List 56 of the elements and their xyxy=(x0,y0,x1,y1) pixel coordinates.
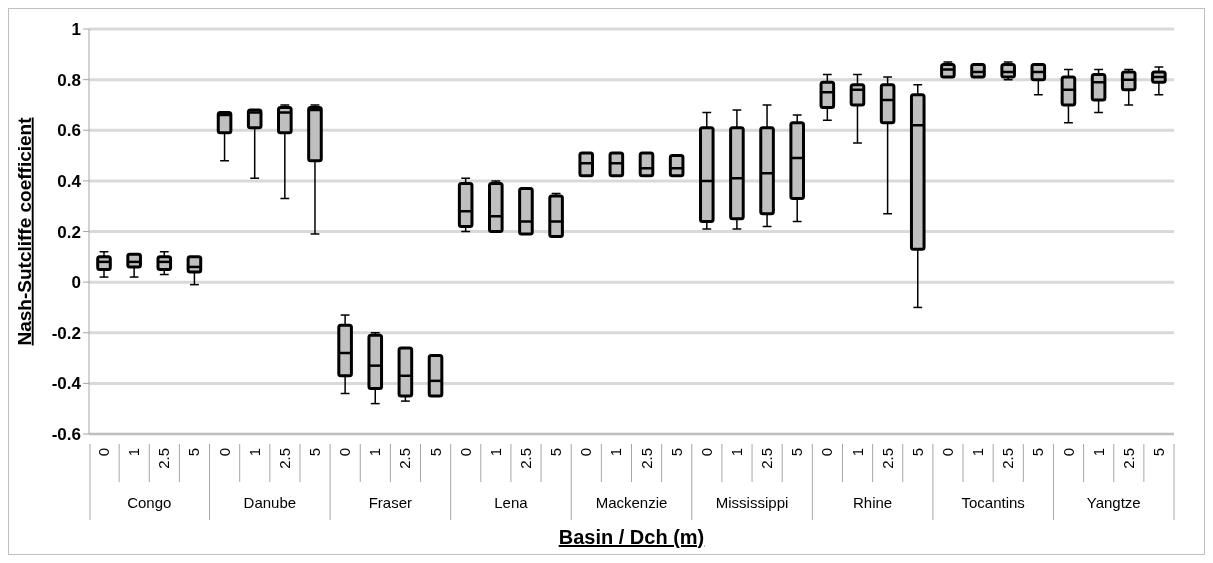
x-tick-label: 5 xyxy=(1029,448,1047,457)
x-tick-label: 2.5 xyxy=(758,448,776,469)
x-tick-label: 5 xyxy=(426,448,444,457)
y-tick-label: 1 xyxy=(71,20,81,40)
y-tick-label: -0.6 xyxy=(51,425,81,445)
y-tick-label: 0.6 xyxy=(57,121,81,141)
text: Yangtze xyxy=(1086,494,1141,511)
x-tick-label: 5 xyxy=(306,448,324,457)
x-tick-label: 1 xyxy=(969,448,987,457)
x-tick-label: 1 xyxy=(125,448,143,457)
x-tick-label: 5 xyxy=(667,448,685,457)
x-tick-label: 5 xyxy=(547,448,565,457)
text: Tocantins xyxy=(961,494,1025,511)
x-tick-label: 0 xyxy=(215,448,233,457)
text: Danube xyxy=(243,494,297,511)
x-tick-label: 1 xyxy=(727,448,745,457)
text: Congo xyxy=(127,494,172,511)
y-tick-label: 0.4 xyxy=(57,171,82,191)
x-tick-label: 0 xyxy=(1059,448,1077,457)
text: Rhine xyxy=(853,494,893,511)
x-axis-title: Basin / Dch (m) xyxy=(558,526,705,548)
x-tick-label: 2.5 xyxy=(517,448,535,469)
text: Mackenzie xyxy=(595,494,668,511)
x-tick-label: 2.5 xyxy=(637,448,655,469)
x-tick-label: 1 xyxy=(1089,448,1107,457)
x-tick-label: 0 xyxy=(456,448,474,457)
x-tick-label: 5 xyxy=(185,448,203,457)
x-tick-label: 1 xyxy=(607,448,625,457)
x-tick-label: 0 xyxy=(95,448,113,457)
x-tick-label: 5 xyxy=(1149,448,1167,457)
y-tick-label: 0.8 xyxy=(57,70,81,90)
x-tick-label: 0 xyxy=(818,448,836,457)
y-tick-label: -0.2 xyxy=(51,323,81,343)
x-tick-label: 1 xyxy=(245,448,263,457)
text: Mississippi xyxy=(715,494,789,511)
x-tick-label: 2.5 xyxy=(878,448,896,469)
y-tick-label: 0.2 xyxy=(57,222,81,242)
x-tick-label: 2.5 xyxy=(999,448,1017,469)
x-tick-label: 1 xyxy=(486,448,504,457)
x-tick-label: 2.5 xyxy=(1119,448,1137,469)
x-tick-label: 1 xyxy=(848,448,866,457)
text: Fraser xyxy=(368,494,413,511)
x-tick-label: 1 xyxy=(366,448,384,457)
x-tick-label: 0 xyxy=(697,448,715,457)
x-tick-label: 2.5 xyxy=(396,448,414,469)
y-tick-label: 0 xyxy=(71,273,81,293)
y-axis-title: Nash-Sutcliffe coefficient xyxy=(13,116,35,346)
y-tick-label: -0.4 xyxy=(51,374,82,394)
x-tick-label: 0 xyxy=(577,448,595,457)
x-tick-label: 5 xyxy=(908,448,926,457)
x-tick-label: 0 xyxy=(938,448,956,457)
x-tick-label: 2.5 xyxy=(155,448,173,469)
x-tick-label: 5 xyxy=(788,448,806,457)
text: Lena xyxy=(494,494,529,511)
x-tick-label: 0 xyxy=(336,448,354,457)
x-tick-label: 2.5 xyxy=(275,448,293,469)
